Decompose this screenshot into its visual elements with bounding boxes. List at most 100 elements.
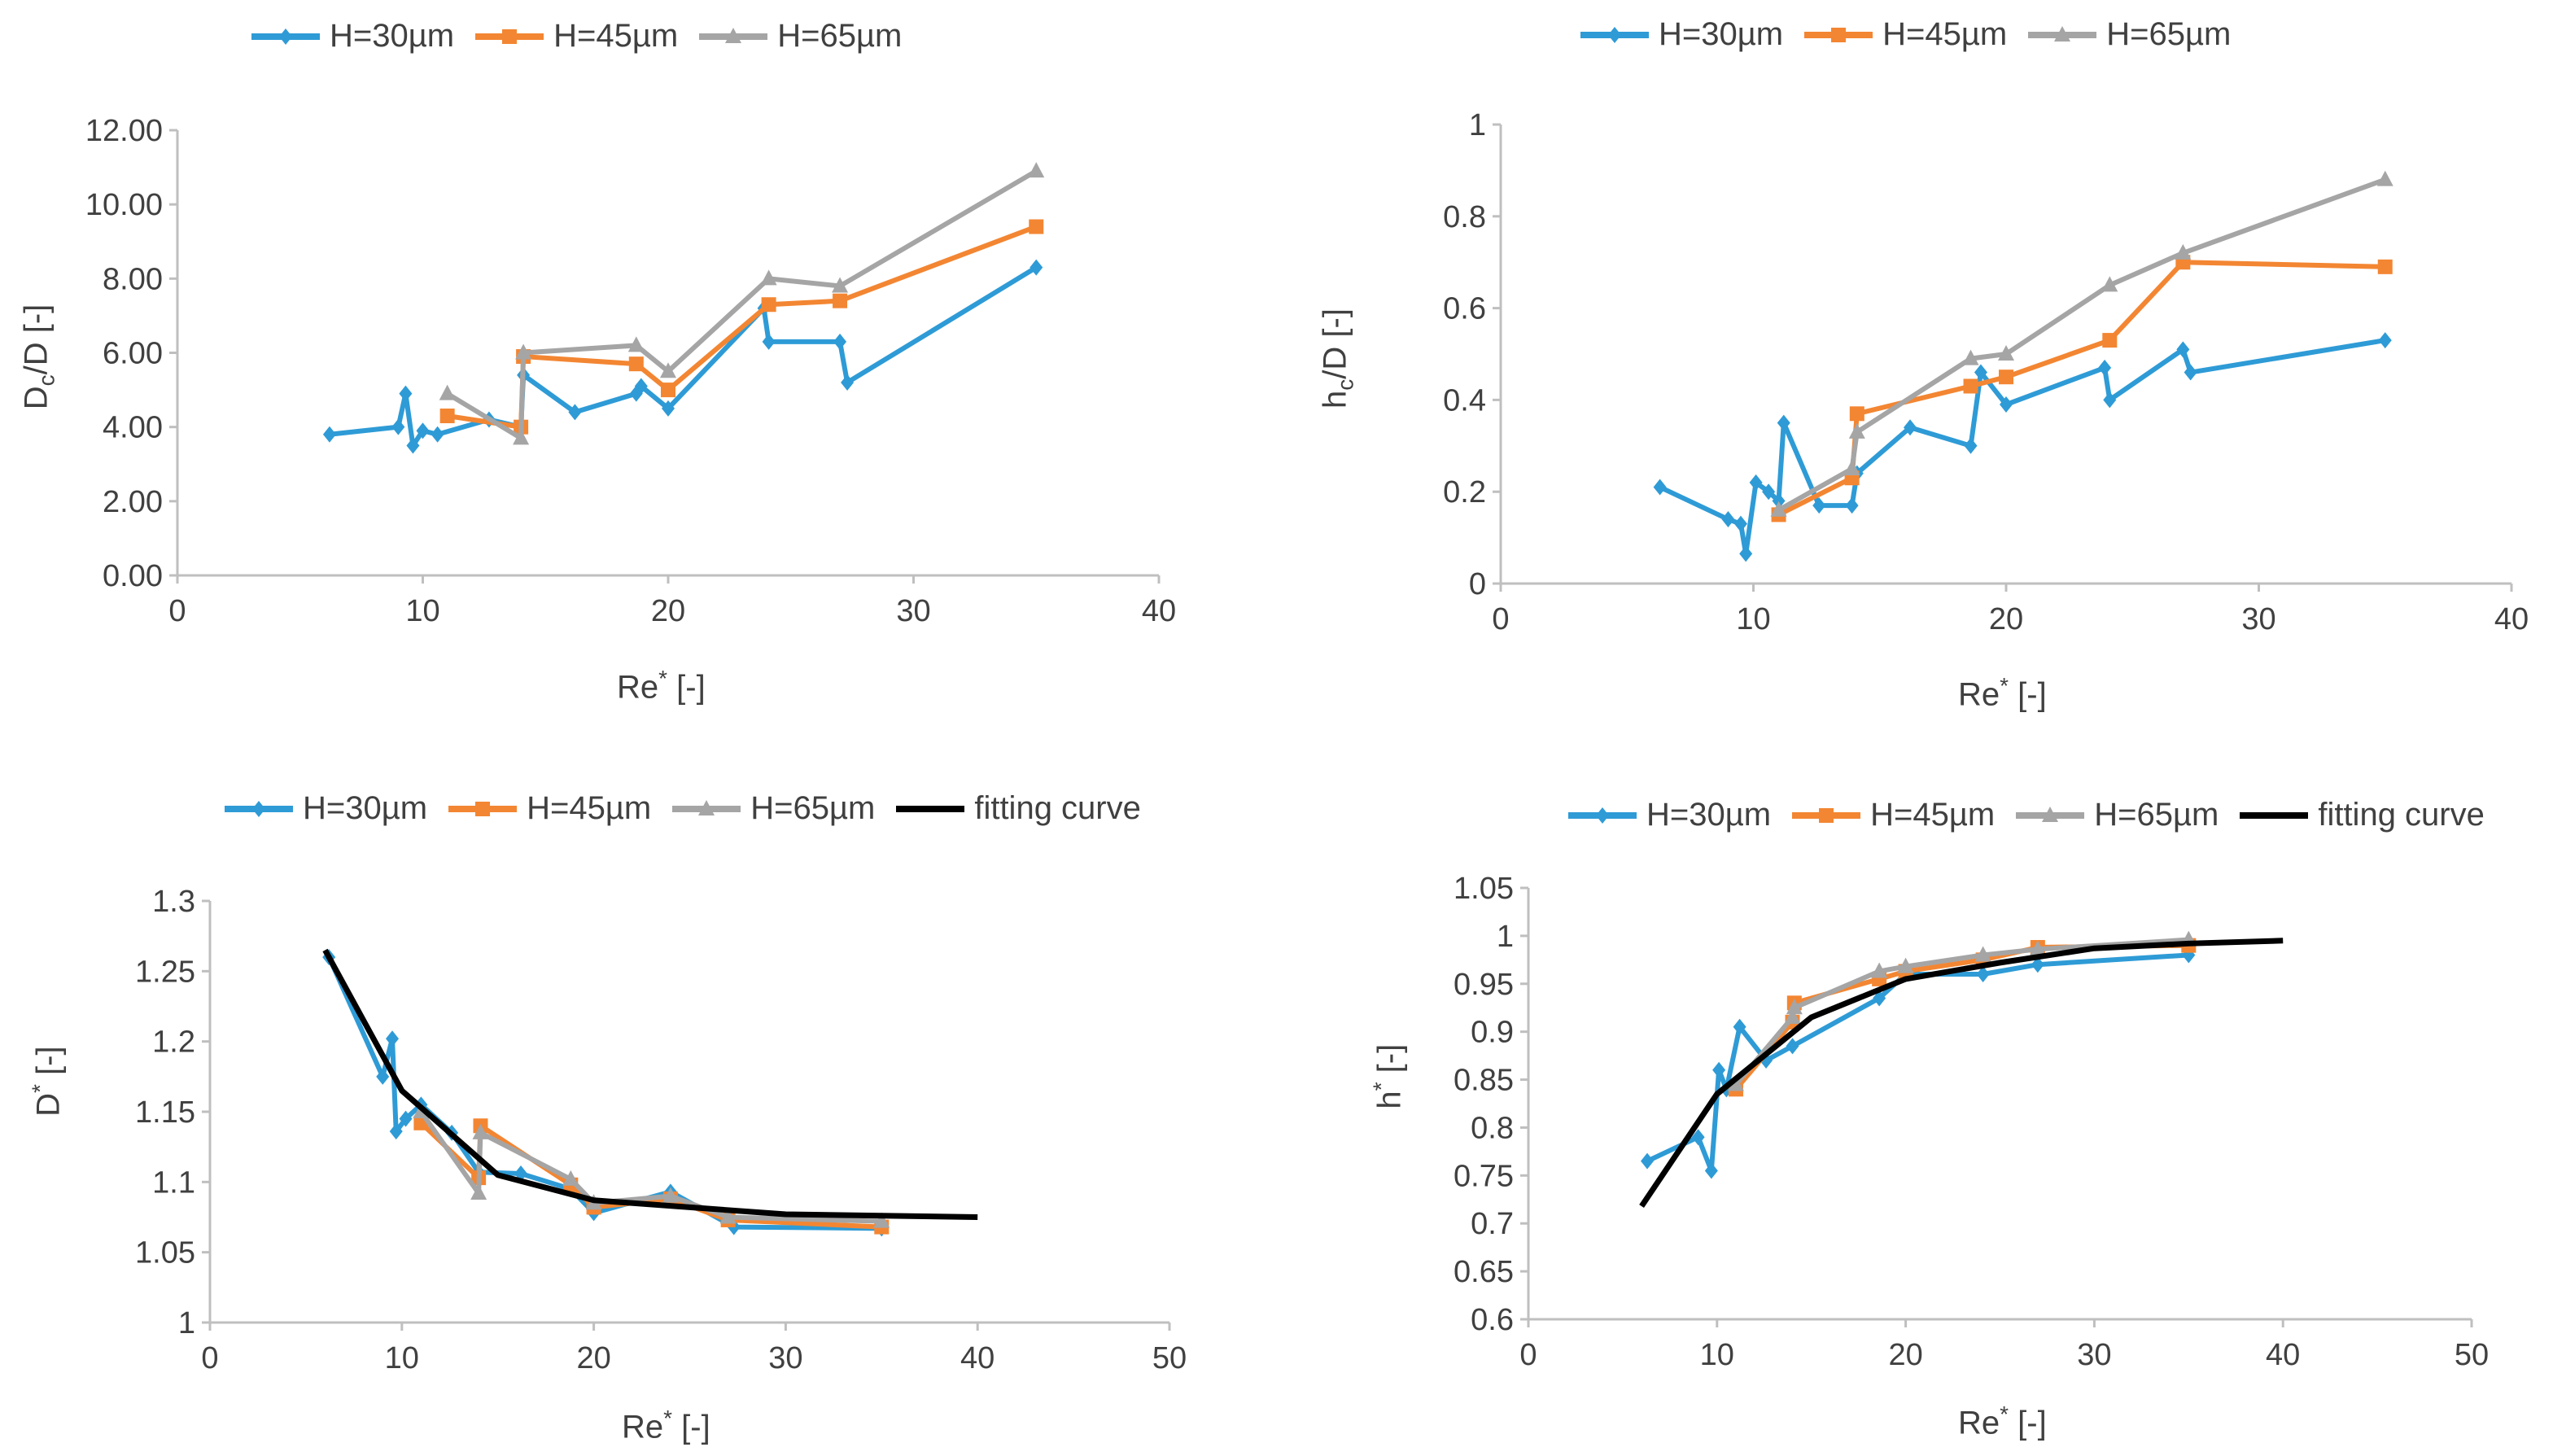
legend-item-h65: H=65µm [2013,797,2219,833]
y-tick-label: 1.25 [135,955,195,989]
y-tick-label: 0.6 [1443,292,1486,326]
legend-swatch [445,793,520,825]
data-point-h65 [439,384,456,400]
data-point-h65 [1727,1075,1744,1091]
data-point-h30 [1845,497,1859,514]
legend-swatch [669,793,744,825]
x-tick-label: 20 [576,1341,610,1375]
y-tick-label: 0.8 [1471,1111,1514,1145]
x-axis-title: Re* [-] [1958,1401,2047,1441]
x-tick-label: 10 [385,1341,419,1375]
data-point-h30 [1762,483,1776,501]
series-line-h45 [1777,260,2385,518]
data-point-h65 [515,343,532,360]
y-tick-label: 0.95 [1454,968,1514,1002]
y-tick-label: 1.3 [152,885,195,919]
y-tick-label: 0.65 [1454,1255,1514,1289]
data-point-h45 [628,356,644,372]
legend-marker [1596,807,1609,824]
x-tick-label: 30 [2077,1338,2111,1372]
legend-item-h65: H=65µm [696,18,902,55]
legend-swatch [2236,799,2311,832]
legend-marker [2054,25,2071,42]
y-tick-label: 0.4 [1443,383,1486,418]
data-point-h65 [2376,170,2393,186]
data-point-h30 [389,1123,403,1140]
data-point-h65 [2029,940,2046,956]
data-point-h30 [841,374,855,391]
series-line-fit [1639,938,2284,1208]
x-tick-label: 0 [1492,602,1509,636]
data-point-h65 [1998,345,2014,361]
legend-label: H=45µm [1882,16,2008,52]
legend-item-h30: H=30µm [1577,16,1783,53]
data-point-h30 [1641,1152,1655,1170]
legend: H=30µm H=45µm H=65µm fitting curve [221,790,1141,827]
x-tick-label: 30 [2241,602,2275,636]
data-point-h65 [1871,962,1888,978]
y-axis-title: Dc/D [-] [18,304,59,410]
y-tick-label: 0.9 [1471,1016,1514,1050]
series-line-h30 [329,265,1038,448]
x-tick-label: 20 [651,594,685,628]
x-tick-label: 10 [405,594,439,628]
series-line-h30 [326,955,882,1231]
legend-label: H=65µm [2094,797,2219,833]
legend-item-h30: H=30µm [248,18,454,55]
x-tick-label: 30 [896,594,930,628]
x-tick-label: 0 [1519,1338,1537,1372]
y-tick-label: 0.85 [1454,1064,1514,1098]
x-tick-label: 50 [1152,1341,1187,1375]
x-tick-label: 40 [2266,1338,2300,1372]
legend-item-fit: fitting curve [893,790,1141,827]
data-point-h30 [1976,966,1990,982]
legend-swatch [2013,799,2087,832]
legend-swatch [248,20,323,53]
data-point-h65 [873,1212,890,1228]
legend-marker [725,27,742,43]
x-axis-title: Re* [-] [622,1406,710,1445]
data-point-h30 [1691,1129,1705,1146]
data-point-h30 [1974,364,1987,381]
data-point-h30 [1904,419,1917,436]
y-axis-title: h* [-] [1368,1043,1408,1109]
legend-swatch [1577,19,1652,51]
legend: H=30µm H=45µm H=65µm [1577,16,2231,53]
y-tick-label: 0.00 [103,559,163,593]
plot-area: 0 10 20 30 40 0 0.2 0.4 0.6 0.8 1 [1443,108,2529,636]
legend-label: H=45µm [1870,797,1996,833]
legend: H=30µm H=45µm H=65µm fitting curve [1565,797,2485,833]
data-point-h30 [1786,1038,1799,1055]
chart-hc-d: H=30µm H=45µm H=65µm 0 10 20 30 40 0 0.2 0.4 0.6… [1276,0,2553,728]
data-point-h30 [833,333,847,350]
y-tick-label: 0.2 [1443,475,1486,509]
data-point-h30 [1749,474,1763,491]
data-point-h65 [719,1208,737,1224]
plot-area: 0 10 20 30 40 50 1 1.05 1.1 1.15 1.2 1.25 1.3 [135,885,1187,1375]
legend-marker [475,801,491,816]
data-point-h30 [1704,1162,1718,1179]
x-tick-label: 30 [768,1341,802,1375]
data-point-h30 [2103,391,2117,409]
x-tick-label: 40 [960,1341,995,1375]
legend-label: H=45µm [527,790,652,826]
legend-marker [1831,27,1847,42]
data-point-h65 [662,1187,679,1203]
data-point-h45 [1999,369,2013,385]
legend-marker [502,28,518,44]
series-line-fit [322,948,978,1220]
data-point-h65 [627,336,645,352]
legend-label: H=30µm [1646,797,1772,833]
x-axis-title: Re* [-] [617,666,706,706]
y-tick-label: 1 [1469,108,1486,142]
data-point-h30 [2031,956,2044,973]
data-point-h30 [399,385,413,402]
y-axis-title: hc/D [-] [1317,308,1358,409]
data-point-h30 [634,378,648,395]
data-point-h65 [1770,501,1787,517]
data-point-h65 [1848,422,1865,439]
y-tick-label: 0 [1469,567,1486,601]
legend-label: H=65µm [2106,16,2232,52]
data-point-h30 [1760,1052,1773,1069]
series-line-h65 [446,168,1038,441]
